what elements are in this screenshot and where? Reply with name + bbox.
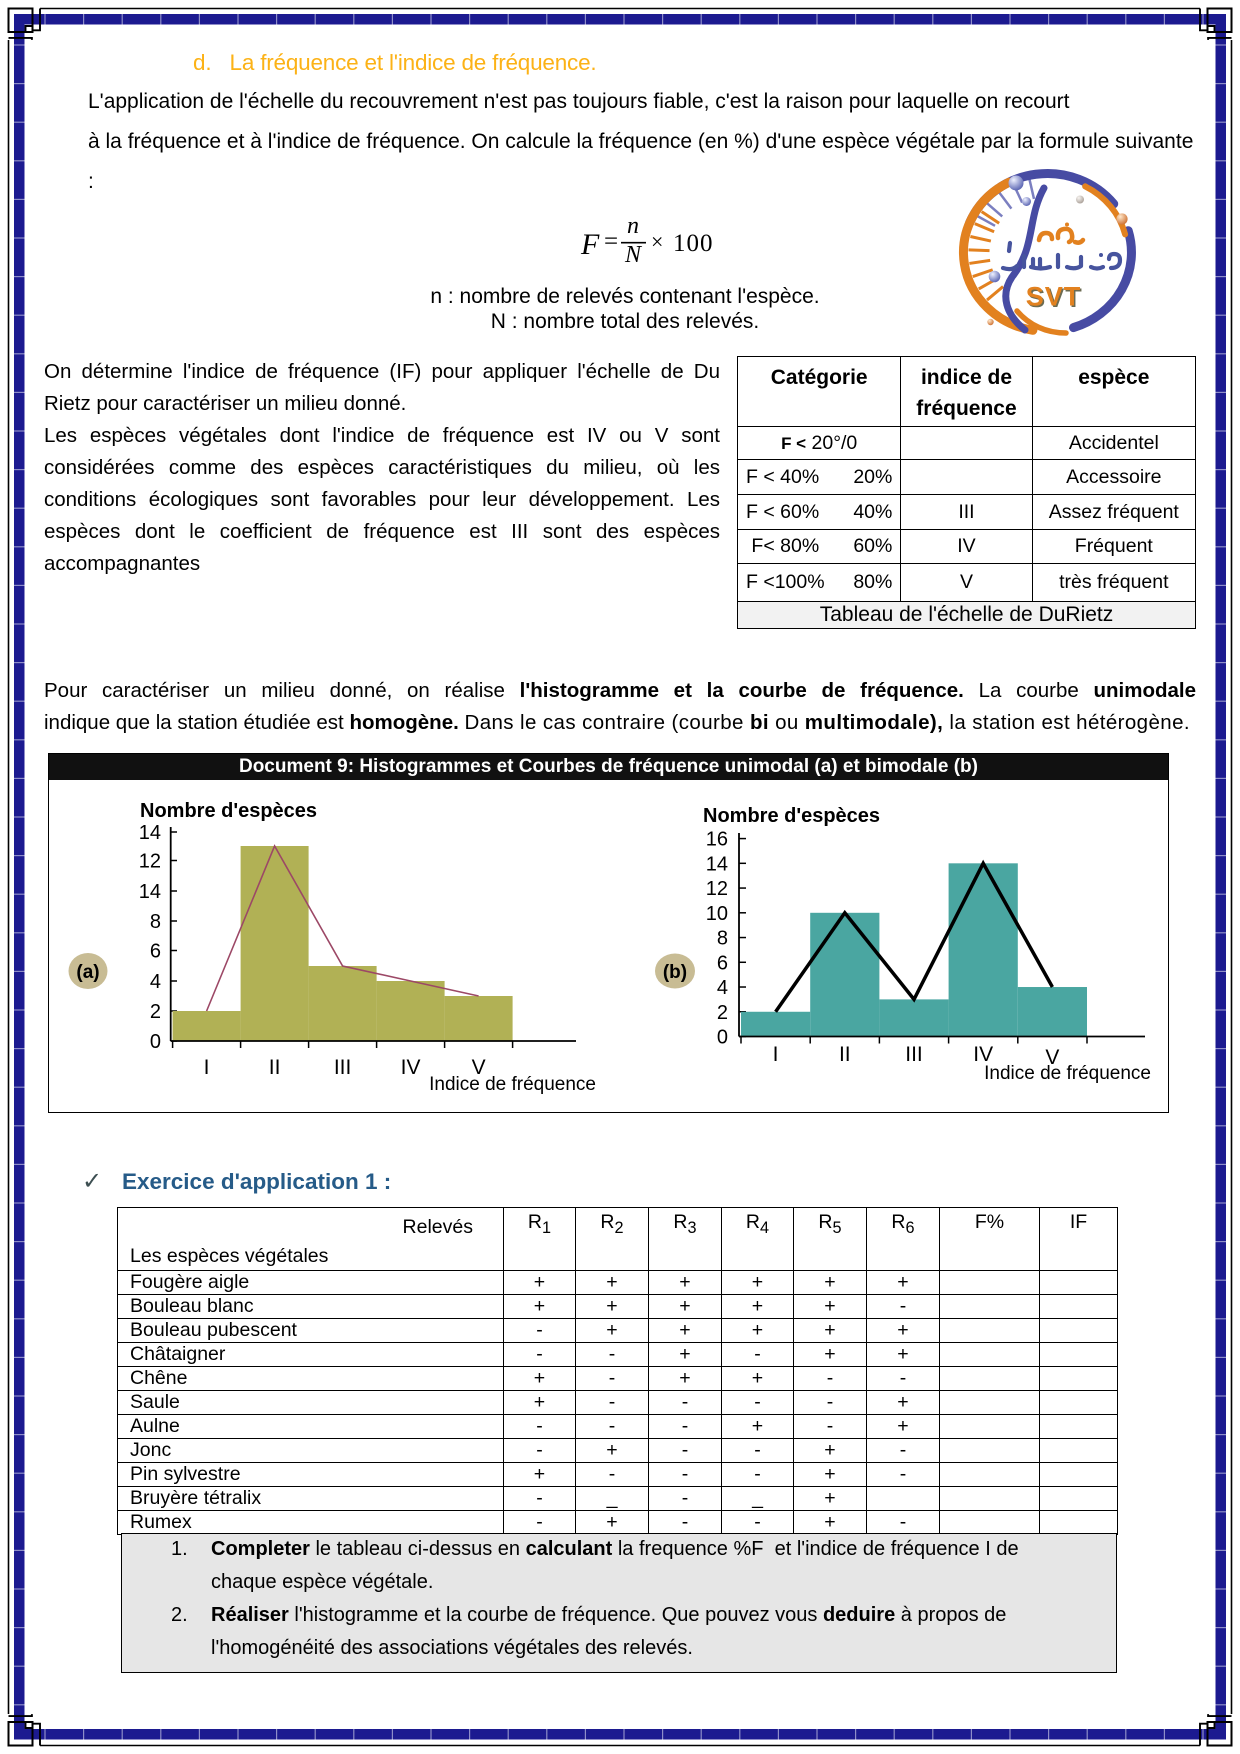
svg-text:0: 0	[150, 1031, 161, 1053]
svg-text:III: III	[334, 1056, 352, 1079]
svg-text:F: F	[580, 228, 600, 261]
svg-text:100: 100	[673, 230, 714, 257]
svg-text:4: 4	[717, 977, 728, 999]
svg-text:II: II	[269, 1056, 281, 1079]
svg-text:6: 6	[717, 952, 728, 974]
svg-text:14: 14	[139, 822, 161, 844]
svg-text:(b): (b)	[663, 962, 687, 983]
svg-text:14: 14	[139, 881, 161, 903]
svg-text:Indice de fréquence: Indice de fréquence	[429, 1074, 596, 1095]
svg-text:V: V	[1045, 1046, 1059, 1069]
svg-text:0: 0	[717, 1027, 728, 1049]
svg-text:N: N	[624, 242, 643, 268]
svg-text:IV: IV	[973, 1043, 993, 1066]
svg-text:I: I	[773, 1043, 779, 1066]
svg-text:Nombre d'espèces: Nombre d'espèces	[703, 805, 880, 827]
svg-text:8: 8	[150, 911, 161, 933]
svg-text:2: 2	[717, 1002, 728, 1024]
svg-text:4: 4	[150, 971, 161, 993]
svg-text:III: III	[905, 1043, 923, 1066]
svg-text:Nombre d'espèces: Nombre d'espèces	[140, 800, 317, 822]
svg-text:2: 2	[150, 1001, 161, 1023]
svg-text:(a): (a)	[76, 962, 99, 983]
svg-text:IV: IV	[401, 1056, 421, 1079]
svg-text:12: 12	[139, 851, 161, 873]
svg-text:II: II	[839, 1043, 851, 1066]
svg-text:8: 8	[717, 928, 728, 950]
svg-text:10: 10	[706, 903, 728, 925]
svg-text:SVT: SVT	[1027, 283, 1083, 313]
svg-text:=: =	[604, 228, 618, 255]
svg-text:16: 16	[706, 829, 728, 851]
svg-text:V: V	[472, 1056, 486, 1079]
svg-text:Indice de fréquence: Indice de fréquence	[984, 1063, 1151, 1084]
svg-text:I: I	[204, 1056, 210, 1079]
svg-text:6: 6	[150, 941, 161, 963]
svg-text:n: n	[627, 213, 639, 239]
svg-text:14: 14	[706, 853, 728, 875]
svg-text:×: ×	[651, 229, 663, 254]
svg-text:12: 12	[706, 878, 728, 900]
svg-text:SVT: SVT	[1026, 282, 1082, 312]
